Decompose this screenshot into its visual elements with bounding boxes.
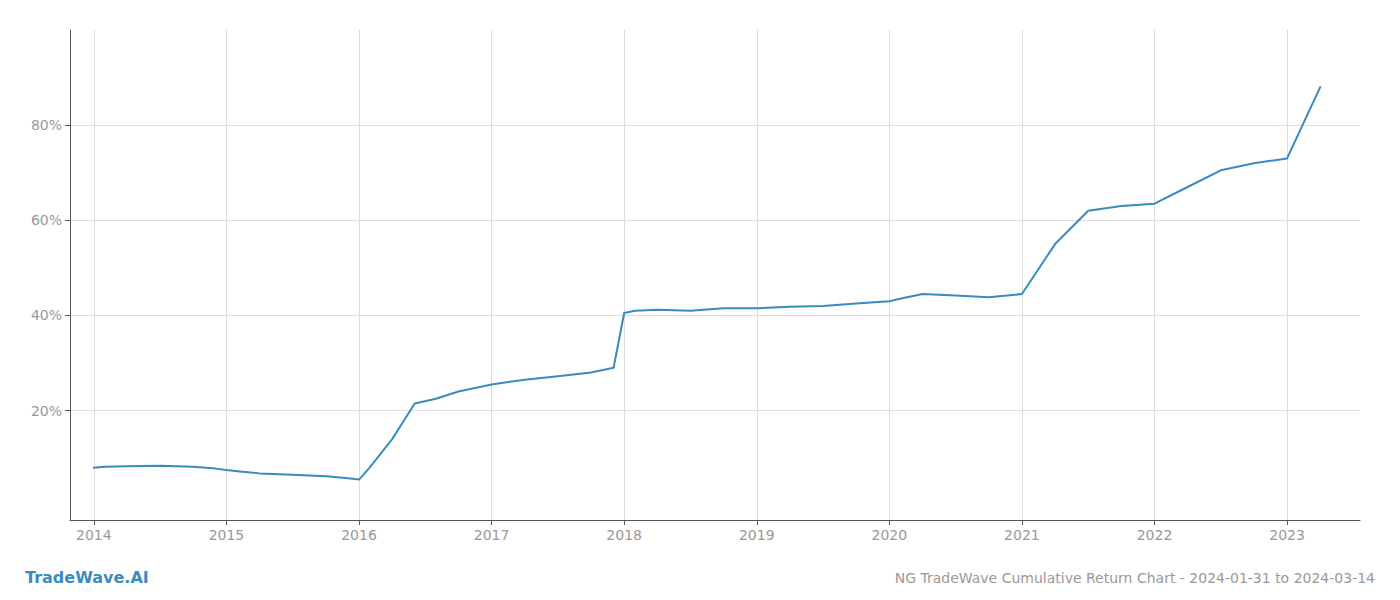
- svg-text:2017: 2017: [474, 527, 510, 543]
- svg-text:2018: 2018: [606, 527, 642, 543]
- svg-text:80%: 80%: [31, 117, 62, 133]
- svg-text:2023: 2023: [1269, 527, 1305, 543]
- svg-text:NG TradeWave Cumulative Return: NG TradeWave Cumulative Return Chart - 2…: [895, 570, 1375, 586]
- svg-text:2014: 2014: [76, 527, 112, 543]
- svg-text:2015: 2015: [209, 527, 245, 543]
- svg-text:40%: 40%: [31, 307, 62, 323]
- svg-text:2016: 2016: [341, 527, 377, 543]
- svg-text:2019: 2019: [739, 527, 775, 543]
- svg-text:2020: 2020: [872, 527, 908, 543]
- svg-text:2021: 2021: [1004, 527, 1040, 543]
- svg-text:60%: 60%: [31, 212, 62, 228]
- svg-text:20%: 20%: [31, 403, 62, 419]
- svg-text:TradeWave.AI: TradeWave.AI: [25, 568, 149, 587]
- svg-text:2022: 2022: [1137, 527, 1173, 543]
